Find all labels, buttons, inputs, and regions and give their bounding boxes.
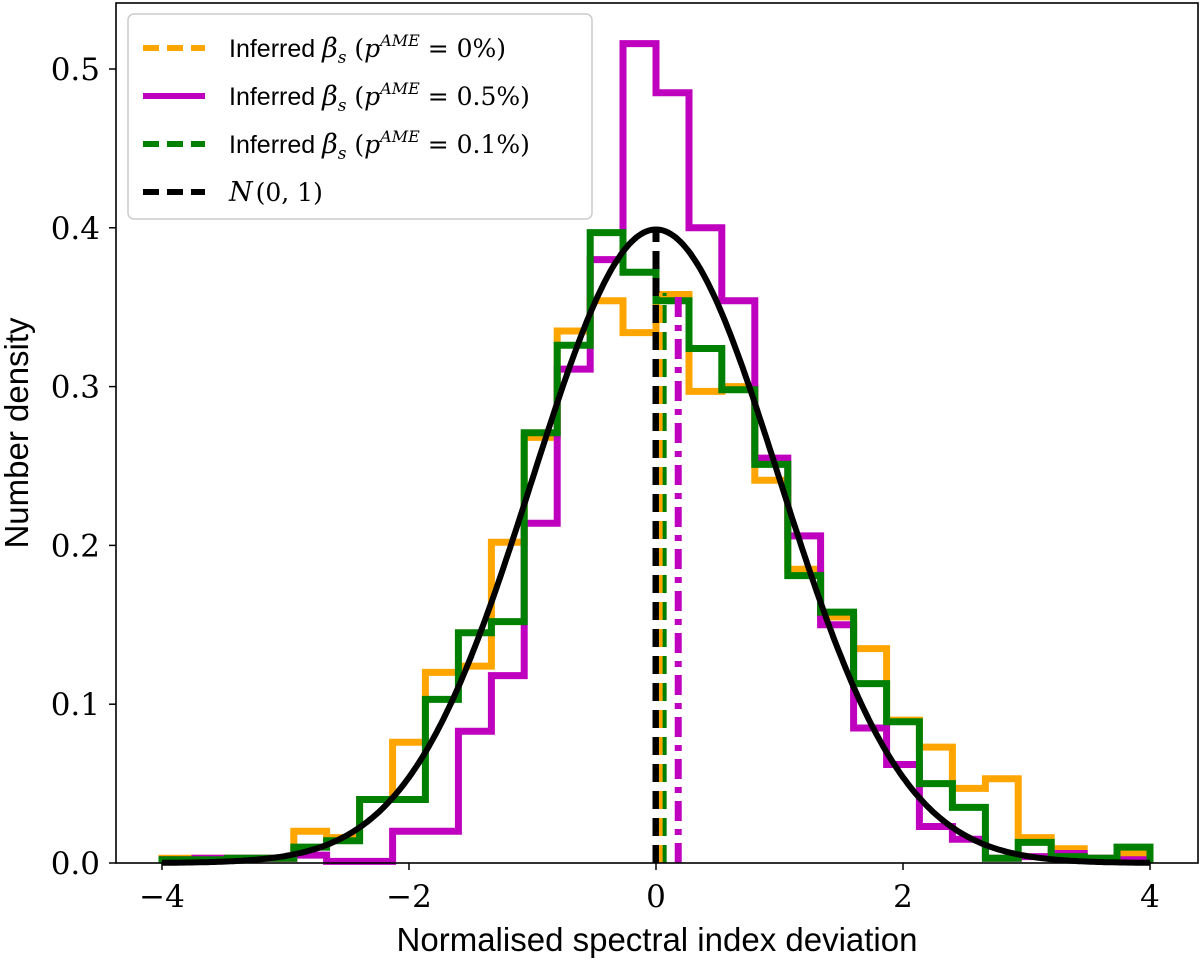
axes: −4 −2 0 2 4 0.0 0.1 0.2 0.3 0.4 0.5 [51,52,1160,915]
y-axis-label: Number density [0,317,35,549]
legend-label-3: Inferred βs (pAME = 0.1%) [229,127,530,164]
x-tick-label: 0 [646,879,666,915]
legend-label-4: N (0, 1) [228,177,323,208]
x-axis-label: Normalised spectral index deviation [397,921,918,958]
y-tick-label: 0.2 [51,528,100,564]
legend-label-1: Inferred βs (pAME = 0%) [229,31,506,68]
y-tick-label: 0.3 [51,370,100,406]
y-tick-label: 0.5 [51,52,100,88]
y-tick-label: 0.0 [51,846,100,882]
plot-area [158,40,1154,866]
legend-label-2: Inferred βs (pAME = 0.5%) [229,79,530,116]
histogram-series-3 [158,229,1154,864]
legend: Inferred βs (pAME = 0%) Inferred βs (pAME… [127,13,593,220]
legend-box [127,13,593,220]
x-tick-label: −2 [386,879,432,915]
y-tick-label: 0.1 [51,687,100,723]
plot-frame [115,2,1199,864]
y-tick-label: 0.4 [51,211,100,247]
x-tick-label: −4 [139,879,185,915]
x-tick-label: 2 [893,879,913,915]
x-tick-label: 4 [1140,879,1160,915]
